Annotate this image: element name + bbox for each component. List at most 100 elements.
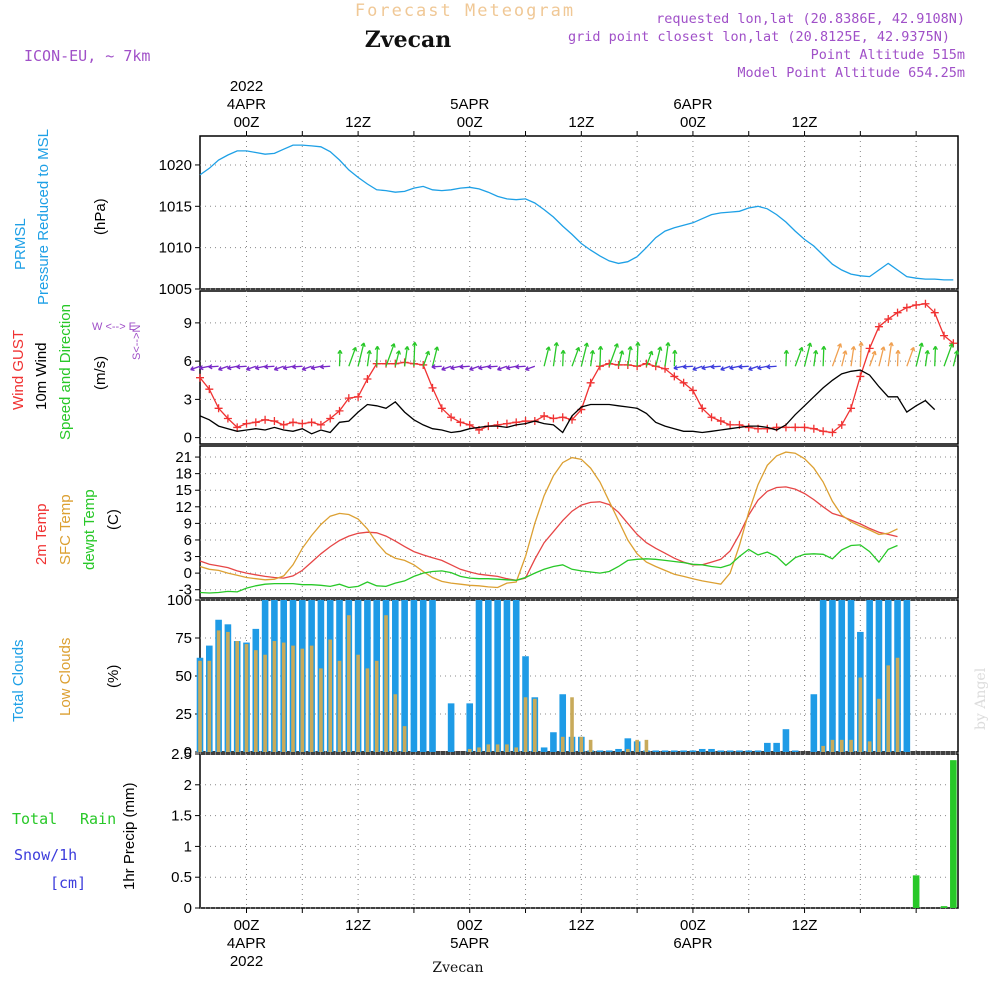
total-cloud-bar [819, 600, 827, 752]
y-tick-label: 0.5 [171, 869, 192, 886]
gust-marker [270, 417, 279, 426]
gust-marker [251, 418, 260, 427]
low-cloud-bar [626, 748, 630, 752]
x-tick-label: 12Z [568, 114, 594, 131]
wind-direction-arrow [310, 365, 322, 371]
sfc-temp-line [199, 451, 898, 589]
total-cloud-bar [447, 703, 455, 752]
pressure-unit: (hPa) [92, 198, 109, 235]
wind-direction-arrow [627, 346, 633, 367]
low-cloud-bar [402, 726, 407, 752]
gust-marker [893, 308, 902, 317]
wind-direction-arrow [236, 364, 247, 370]
precip-unit: 1hr Precip (mm) [121, 782, 138, 890]
total-cloud-bar [829, 600, 836, 752]
wind-label-1: Wind GUST [10, 330, 27, 410]
wind-direction-arrow [412, 341, 418, 367]
low-cloud-bar [858, 677, 863, 752]
low-cloud-bar [319, 668, 323, 752]
total-cloud-bar [773, 742, 780, 752]
precip-rain-label: Rain [80, 810, 116, 828]
gust-marker [298, 419, 307, 428]
gust-marker [261, 415, 270, 424]
pressure-frame [199, 135, 959, 290]
low-cloud-bar [886, 665, 891, 752]
y-tick-label: 100 [167, 592, 192, 609]
wind-direction-arrow [524, 365, 536, 372]
gust-marker [884, 315, 893, 324]
gust-marker [502, 419, 511, 428]
wind-direction-arrow [748, 365, 759, 372]
total-cloud-bar [764, 742, 771, 752]
total-cloud-bar [866, 600, 873, 752]
low-cloud-bar [374, 660, 379, 752]
low-cloud-bar [365, 668, 370, 752]
total-cloud-bar [745, 750, 753, 752]
total-cloud-bar [847, 600, 855, 752]
x-tick-label: 12Z [345, 114, 371, 131]
x-tick-label: 00Z [234, 917, 260, 934]
wind-direction-arrow [720, 365, 731, 372]
low-cloud-bar [588, 739, 593, 752]
y-tick-label: 1010 [159, 240, 192, 257]
wind-direction-arrow [617, 350, 625, 367]
y-tick-label: 21 [175, 449, 192, 466]
header-point-alt: Point Altitude 515m [811, 47, 965, 63]
wind-direction-arrow [943, 343, 954, 367]
y-tick-label: 18 [175, 466, 192, 483]
y-tick-label: 9 [184, 515, 192, 532]
total-cloud-bar [726, 750, 734, 752]
cloud-unit: (%) [105, 665, 122, 688]
gust-marker [326, 414, 335, 423]
low-cloud-bar [839, 739, 844, 752]
wind-direction-arrow [226, 365, 238, 371]
low-cloud-bar [495, 744, 500, 752]
wind-direction-arrow [738, 364, 749, 370]
gust-marker [540, 411, 549, 420]
pressure-label-1: PRMSL [12, 218, 29, 270]
gust-marker [558, 413, 567, 422]
temp-frame [199, 445, 959, 599]
low-cloud-bar [644, 739, 649, 752]
total-cloud-bar [494, 600, 501, 752]
header-title: Forecast Meteogram [355, 1, 575, 21]
wind-direction-arrow [552, 342, 559, 367]
low-cloud-bar [272, 641, 277, 752]
total-cloud-bar [540, 747, 548, 752]
low-cloud-bar [337, 660, 342, 752]
wind-direction-arrow [841, 350, 848, 367]
y-tick-label: 2.5 [171, 746, 192, 763]
y-tick-label: 3 [184, 549, 192, 566]
gust-marker [940, 331, 949, 340]
x-date-label: 5APR [450, 96, 489, 113]
rain-bar [940, 906, 948, 908]
wind-direction-arrow [291, 364, 303, 370]
low-cloud-bar [505, 744, 509, 752]
gust-marker [493, 420, 502, 429]
wind-direction-arrow [497, 365, 508, 372]
total-cloud-bar [717, 750, 725, 752]
gust-marker [233, 423, 242, 432]
wind-direction-arrow [459, 364, 470, 370]
wind-direction-arrow [757, 365, 768, 371]
total-cloud-bar [559, 694, 567, 752]
gust-marker [196, 373, 204, 382]
temp-label-2: SFC Temp [57, 494, 74, 565]
wind-direction-arrow [543, 346, 551, 367]
rain-bar [950, 760, 957, 908]
wind-direction-arrow [264, 364, 275, 370]
low-cloud-bar [198, 660, 202, 752]
precip-snow-label: Snow/1h [14, 846, 77, 864]
low-cloud-bar [523, 697, 528, 752]
gust-marker [289, 418, 298, 427]
total-cloud-bar [485, 600, 492, 752]
wind-direction-arrow [664, 342, 671, 367]
wind-direction-arrow [348, 346, 358, 367]
x-date-label: 5APR [450, 935, 489, 952]
total-cloud-bar [466, 703, 474, 752]
low-cloud-bar [328, 639, 333, 752]
wind-direction-arrow [766, 364, 777, 370]
wind-direction-arrow [701, 365, 712, 371]
wind-direction-arrow [366, 349, 372, 367]
y-tick-label: 3 [184, 391, 192, 408]
